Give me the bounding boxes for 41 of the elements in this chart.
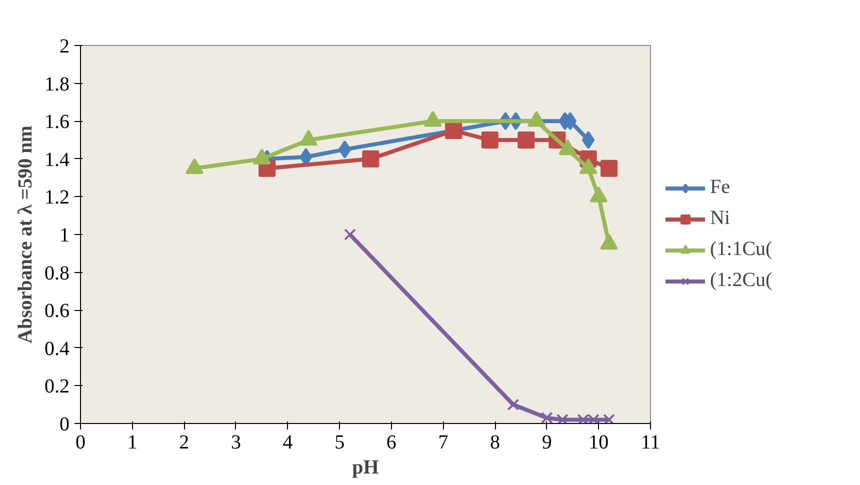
y-tick-label: 1.4 xyxy=(44,148,70,171)
x-tick-label: 2 xyxy=(179,432,190,454)
x-tick-label: 7 xyxy=(438,432,448,454)
y-tick-label: 0.2 xyxy=(44,376,70,398)
x-tick-label: 5 xyxy=(334,432,345,454)
x-tick-label: 4 xyxy=(282,432,293,454)
point xyxy=(603,414,615,424)
y-tick-label: 1 xyxy=(60,224,70,246)
point xyxy=(600,160,618,177)
y-tick-label: 2 xyxy=(60,36,70,58)
y-tick-label: 0 xyxy=(60,414,70,436)
y-tick-label: 1.2 xyxy=(44,186,70,209)
legend-label: Fe xyxy=(710,176,730,199)
x-tick-label: 3 xyxy=(230,432,241,454)
legend-label: Ni xyxy=(710,207,730,230)
point xyxy=(540,412,553,424)
x-tick-label: 8 xyxy=(490,432,500,454)
point xyxy=(481,132,498,148)
y-tick-label: 0.4 xyxy=(44,338,70,360)
x-tick-label: 0 xyxy=(76,432,86,454)
legend-label: (1:2Cu( xyxy=(710,269,772,292)
point xyxy=(362,150,380,168)
y-tick-label: 1.8 xyxy=(44,73,70,96)
legend-label: (1:1Cu( xyxy=(710,238,772,261)
x-tick-label: 6 xyxy=(386,432,396,454)
point xyxy=(507,398,520,411)
y-axis-title: Absorbance at λ =590 nm xyxy=(14,125,36,344)
x-tick-label: 10 xyxy=(588,432,609,454)
point xyxy=(445,122,462,140)
x-tick-label: 1 xyxy=(127,432,138,454)
y-tick-label: 1.6 xyxy=(44,111,70,134)
x-tick-label: 11 xyxy=(640,432,660,454)
x-axis-title: pH xyxy=(352,456,380,478)
point xyxy=(556,414,568,424)
point xyxy=(344,228,356,240)
point xyxy=(338,140,352,158)
point xyxy=(518,132,535,148)
y-tick-label: 0.6 xyxy=(44,300,70,322)
y-tick-label: 0.8 xyxy=(44,262,70,284)
point xyxy=(582,131,595,149)
x-tick-label: 9 xyxy=(542,432,552,454)
